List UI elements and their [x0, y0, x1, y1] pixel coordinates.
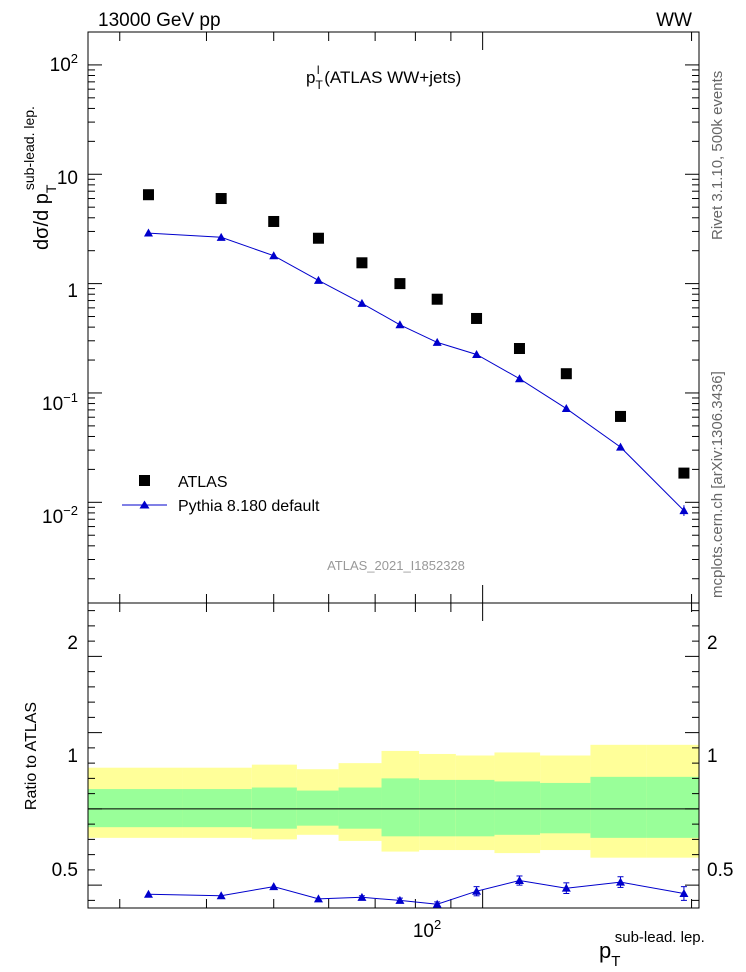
- ratio-ytick-1-right: 1: [707, 746, 718, 767]
- legend-pythia-marker: [139, 500, 150, 509]
- pythia-curve: [148, 232, 685, 511]
- ytick-10: 10: [57, 168, 78, 189]
- x-axis-label: pTsub-lead. lep.: [599, 929, 705, 970]
- ratio-ytick-05-left: 0.5: [52, 860, 78, 881]
- atlas-point: [615, 410, 627, 422]
- ratio-band-inner: [182, 789, 252, 828]
- ratio-band-inner: [494, 781, 541, 835]
- ratio-ytick-1-left: 1: [67, 746, 78, 767]
- title-rest: (ATLAS WW+jets): [319, 68, 461, 87]
- ratio-band-inner: [455, 779, 495, 837]
- pythia-point: [432, 337, 442, 346]
- title-p: p: [306, 68, 315, 87]
- ratio-ytick-2-left: 2: [67, 633, 78, 654]
- header-process-label: WW: [656, 10, 692, 31]
- ratio-point: [357, 892, 367, 901]
- atlas-point: [356, 257, 368, 269]
- ratio-band-inner: [419, 779, 456, 837]
- title-sub: T: [315, 78, 323, 92]
- ratio-band-inner: [338, 787, 382, 829]
- xlabel-p: p: [599, 938, 611, 963]
- ratio-point: [514, 876, 524, 885]
- ratio-y-tick-labels: 2 1 0.5 2 1 0.5: [52, 633, 734, 881]
- atlas-point: [431, 293, 443, 305]
- pythia-point: [143, 228, 153, 237]
- atlas-point: [471, 312, 483, 324]
- ratio-plot-frame: [87, 602, 700, 909]
- atlas-point: [142, 189, 154, 201]
- ratio-ytick-2-right: 2: [707, 633, 718, 654]
- ratio-point: [216, 891, 226, 900]
- ratio-band-inner: [251, 787, 297, 829]
- rivet-version-label: Rivet 3.1.10, 500k events: [709, 71, 726, 240]
- ratio-band-inner: [590, 776, 647, 838]
- pythia-point: [216, 232, 226, 241]
- mcplots-reference-label: mcplots.cern.ch [arXiv:1306.3436]: [709, 371, 726, 598]
- ratio-band-inner: [88, 789, 183, 828]
- ratio-band-inner: [296, 790, 339, 826]
- legend: ATLAS Pythia 8.180 default: [122, 474, 320, 515]
- pythia-point: [616, 442, 626, 451]
- main-y-tick-labels: 102 10 1 10−1 10−2: [42, 51, 78, 528]
- xtick-1e2: 102: [413, 917, 441, 942]
- header-energy-label: 13000 GeV pp: [98, 10, 221, 31]
- pythia-point: [357, 298, 367, 307]
- ratio-point: [679, 889, 689, 898]
- ratio-ytick-05-right: 0.5: [707, 860, 733, 881]
- pythia-point: [561, 404, 571, 413]
- ytick-1: 1: [67, 281, 78, 302]
- legend-atlas-label: ATLAS: [178, 474, 228, 491]
- xlabel-sup: sub-lead. lep.: [615, 929, 705, 946]
- ytick-1e-1: 10−1: [42, 390, 78, 415]
- ytick-1e2: 102: [50, 51, 78, 76]
- ylabel-sub: T: [43, 184, 59, 193]
- legend-atlas-marker: [139, 475, 150, 486]
- title-sup: l: [317, 63, 320, 77]
- pythia-point: [269, 251, 279, 260]
- atlas-point: [215, 193, 227, 205]
- atlas-point: [678, 467, 690, 479]
- main-y-label: dσ/d pTsub-lead. lep.: [21, 106, 59, 250]
- ratio-y-label: Ratio to ATLAS: [23, 702, 40, 810]
- ytick-1e-2: 10−2: [42, 503, 78, 528]
- legend-pythia-label: Pythia 8.180 default: [178, 498, 320, 515]
- pythia-point: [514, 374, 524, 383]
- ratio-point: [313, 894, 323, 903]
- atlas-point: [312, 232, 324, 244]
- ratio-point: [143, 889, 153, 898]
- main-plot-area: [87, 31, 700, 604]
- ratio-point: [269, 882, 279, 891]
- atlas-point: [268, 215, 280, 227]
- main-plot-title: pTl (ATLAS WW+jets): [306, 63, 461, 92]
- main-plot-frame: [87, 31, 700, 604]
- pythia-point: [395, 320, 405, 329]
- ratio-point: [472, 886, 482, 895]
- ratio-curve: [148, 879, 684, 905]
- ratio-point: [616, 877, 626, 886]
- ratio-plot-area: [87, 602, 700, 909]
- ylabel-sup: sub-lead. lep.: [21, 106, 37, 190]
- atlas-point: [513, 343, 525, 355]
- ratio-band-inner: [540, 782, 591, 834]
- atlas-point: [394, 278, 406, 290]
- ratio-point: [561, 883, 571, 892]
- pythia-point: [472, 349, 482, 358]
- atlas-point: [560, 368, 572, 380]
- ylabel-prefix: dσ/d p: [31, 193, 53, 250]
- ratio-band-inner: [381, 778, 420, 837]
- ratio-band-inner: [646, 776, 699, 838]
- analysis-watermark: ATLAS_2021_I1852328: [327, 558, 465, 573]
- svg-text:dσ/d pTsub-lead. lep.: dσ/d pTsub-lead. lep.: [21, 106, 59, 250]
- xlabel-sub: T: [611, 953, 620, 970]
- ratio-point: [395, 895, 405, 904]
- pythia-point: [313, 275, 323, 284]
- ratio-point: [432, 899, 442, 908]
